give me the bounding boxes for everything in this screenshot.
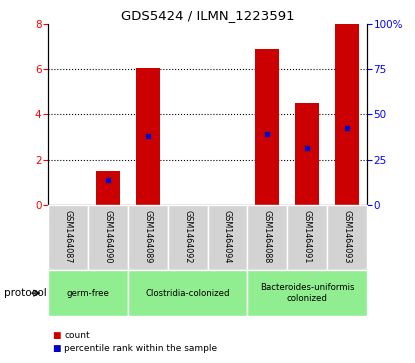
Bar — [88, 205, 128, 270]
Text: GSM1464094: GSM1464094 — [223, 210, 232, 264]
Bar — [256, 49, 279, 205]
Bar — [128, 270, 247, 316]
Bar — [48, 205, 88, 270]
Bar — [335, 24, 359, 205]
Text: GDS5424 / ILMN_1223591: GDS5424 / ILMN_1223591 — [121, 9, 294, 22]
Bar — [208, 205, 247, 270]
Text: ■: ■ — [52, 331, 60, 340]
Bar — [295, 103, 320, 205]
Text: Bacteroides-uniformis
colonized: Bacteroides-uniformis colonized — [260, 284, 354, 303]
Text: GSM1464090: GSM1464090 — [103, 210, 112, 264]
Bar — [327, 205, 367, 270]
Bar — [128, 205, 168, 270]
Text: percentile rank within the sample: percentile rank within the sample — [64, 344, 217, 353]
Text: GSM1464091: GSM1464091 — [303, 210, 312, 264]
Bar — [287, 205, 327, 270]
Text: GSM1464089: GSM1464089 — [143, 210, 152, 264]
Text: count: count — [64, 331, 90, 340]
Text: ■: ■ — [52, 344, 60, 353]
Text: protocol: protocol — [4, 288, 47, 298]
Bar — [168, 205, 208, 270]
Text: GSM1464092: GSM1464092 — [183, 210, 192, 264]
Text: GSM1464087: GSM1464087 — [63, 210, 72, 264]
Bar — [95, 171, 120, 205]
Text: Clostridia-colonized: Clostridia-colonized — [145, 289, 230, 298]
Bar — [247, 205, 287, 270]
Text: GSM1464093: GSM1464093 — [343, 210, 352, 264]
Bar — [48, 270, 128, 316]
Bar — [247, 270, 367, 316]
Text: germ-free: germ-free — [66, 289, 109, 298]
Text: GSM1464088: GSM1464088 — [263, 210, 272, 264]
Bar — [136, 68, 159, 205]
